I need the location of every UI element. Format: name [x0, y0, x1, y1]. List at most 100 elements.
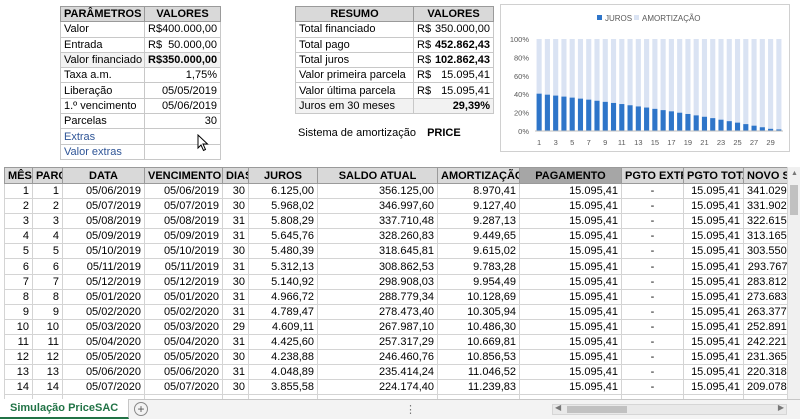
table-cell[interactable]: 31: [222, 228, 249, 245]
table-cell[interactable]: 7: [32, 273, 63, 290]
table-cell[interactable]: 9: [4, 303, 33, 320]
table-cell[interactable]: 10: [32, 318, 63, 335]
table-cell[interactable]: 246.460,76: [317, 349, 438, 366]
table-cell[interactable]: 05/11/2019: [62, 258, 145, 275]
table-cell[interactable]: -: [621, 333, 684, 351]
column-header[interactable]: DATA: [62, 167, 145, 184]
params-value-cell[interactable]: R$ 50.000,00: [144, 36, 221, 53]
table-cell[interactable]: -: [621, 303, 684, 320]
table-cell[interactable]: 15.095,41: [683, 258, 744, 275]
table-cell[interactable]: 318.645,81: [317, 243, 438, 260]
table-cell[interactable]: 05/01/2020: [62, 288, 145, 305]
params-label-cell[interactable]: Valor: [60, 21, 145, 38]
table-cell[interactable]: 9: [32, 303, 63, 320]
column-header[interactable]: PGTO TOTAL: [683, 167, 744, 184]
table-cell[interactable]: 30: [222, 379, 249, 396]
table-cell[interactable]: 11: [4, 333, 33, 351]
table-cell[interactable]: 10.669,81: [437, 333, 520, 351]
more-options-icon[interactable]: ⋮: [405, 404, 417, 416]
table-cell[interactable]: 10.305,94: [437, 303, 520, 320]
table-cell[interactable]: 15.095,41: [519, 182, 622, 200]
table-cell[interactable]: 8: [4, 288, 33, 305]
table-cell[interactable]: 9.287,13: [437, 213, 520, 230]
table-cell[interactable]: 05/06/2019: [62, 182, 145, 200]
table-cell[interactable]: 05/08/2019: [62, 213, 145, 230]
table-cell[interactable]: 15.095,41: [683, 228, 744, 245]
params-label-cell[interactable]: Entrada: [60, 36, 145, 53]
table-cell[interactable]: 15.095,41: [519, 258, 622, 275]
table-cell[interactable]: 2: [4, 198, 33, 215]
table-cell[interactable]: 9.954,49: [437, 273, 520, 290]
table-cell[interactable]: 12: [4, 349, 33, 366]
column-header[interactable]: AMORTIZAÇÃO: [437, 167, 520, 184]
table-cell[interactable]: 6: [4, 258, 33, 275]
table-cell[interactable]: 14: [32, 379, 63, 396]
table-cell[interactable]: 9.127,40: [437, 198, 520, 215]
summary-label-cell[interactable]: Total financiado: [295, 21, 414, 38]
table-cell[interactable]: 5.968,02: [248, 198, 318, 215]
table-cell[interactable]: 15.095,41: [683, 303, 744, 320]
table-cell[interactable]: 15.095,41: [683, 198, 744, 215]
table-cell[interactable]: 10.128,69: [437, 288, 520, 305]
summary-value-cell[interactable]: R$ 452.862,43: [413, 36, 494, 53]
table-cell[interactable]: 05/01/2020: [144, 288, 223, 305]
table-cell[interactable]: 15.095,41: [683, 364, 744, 381]
table-cell[interactable]: -: [621, 273, 684, 290]
table-cell[interactable]: 356.125,00: [317, 182, 438, 200]
table-cell[interactable]: 30: [222, 349, 249, 366]
table-cell[interactable]: 224.174,40: [317, 379, 438, 396]
column-header[interactable]: SALDO ATUAL: [317, 167, 438, 184]
params-label-cell[interactable]: Valor extras: [60, 143, 145, 160]
summary-label-cell[interactable]: Total juros: [295, 51, 414, 69]
table-cell[interactable]: 209.078,99: [743, 379, 800, 396]
add-sheet-icon[interactable]: +: [134, 402, 148, 416]
table-cell[interactable]: 313.165,41: [743, 228, 800, 245]
summary-value-cell[interactable]: R$ 15.095,41: [413, 67, 494, 84]
table-cell[interactable]: 30: [222, 182, 249, 200]
column-header[interactable]: NOVO SALDO: [743, 167, 800, 184]
params-header-value[interactable]: VALORES: [144, 5, 221, 23]
table-cell[interactable]: 05/07/2019: [62, 198, 145, 215]
column-header[interactable]: DIAS: [222, 167, 249, 184]
table-cell[interactable]: 2: [32, 198, 63, 215]
sheet-tab-simulacao[interactable]: Simulação PriceSAC: [0, 399, 130, 419]
summary-value-cell[interactable]: R$ 102.862,43: [413, 51, 494, 69]
summary-value-cell[interactable]: 29,39%: [413, 97, 494, 115]
table-cell[interactable]: 13: [4, 364, 33, 381]
table-cell[interactable]: 303.550,39: [743, 243, 800, 260]
horizontal-scroll-thumb[interactable]: [567, 406, 627, 413]
table-cell[interactable]: 31: [222, 364, 249, 381]
table-cell[interactable]: 05/07/2019: [144, 198, 223, 215]
table-cell[interactable]: 10: [4, 318, 33, 335]
table-cell[interactable]: 263.377,98: [743, 303, 800, 320]
table-cell[interactable]: -: [621, 198, 684, 215]
table-cell[interactable]: 6: [32, 258, 63, 275]
table-cell[interactable]: 15.095,41: [683, 318, 744, 335]
table-cell[interactable]: 05/06/2019: [144, 182, 223, 200]
table-cell[interactable]: 267.987,10: [317, 318, 438, 335]
table-cell[interactable]: 9.449,65: [437, 228, 520, 245]
column-header[interactable]: PAGAMENTO: [519, 167, 622, 184]
params-value-cell[interactable]: [144, 143, 221, 160]
table-cell[interactable]: 328.260,83: [317, 228, 438, 245]
table-cell[interactable]: -: [621, 288, 684, 305]
table-cell[interactable]: 15.095,41: [683, 182, 744, 200]
table-cell[interactable]: 05/10/2019: [144, 243, 223, 260]
table-cell[interactable]: 257.317,29: [317, 333, 438, 351]
table-cell[interactable]: 15.095,41: [683, 333, 744, 351]
table-cell[interactable]: 15.095,41: [683, 243, 744, 260]
table-cell[interactable]: 1: [32, 182, 63, 200]
params-label-cell[interactable]: Parcelas: [60, 113, 145, 130]
table-cell[interactable]: 30: [222, 243, 249, 260]
table-cell[interactable]: 4: [4, 228, 33, 245]
table-cell[interactable]: 05/06/2020: [62, 364, 145, 381]
table-cell[interactable]: 288.779,34: [317, 288, 438, 305]
table-cell[interactable]: 5.645,76: [248, 228, 318, 245]
table-cell[interactable]: -: [621, 228, 684, 245]
table-cell[interactable]: 283.812,62: [743, 273, 800, 290]
table-cell[interactable]: 10.856,53: [437, 349, 520, 366]
column-header[interactable]: JUROS: [248, 167, 318, 184]
table-cell[interactable]: 3.855,58: [248, 379, 318, 396]
params-value-cell[interactable]: 05/06/2019: [144, 97, 221, 115]
table-cell[interactable]: 10.486,30: [437, 318, 520, 335]
